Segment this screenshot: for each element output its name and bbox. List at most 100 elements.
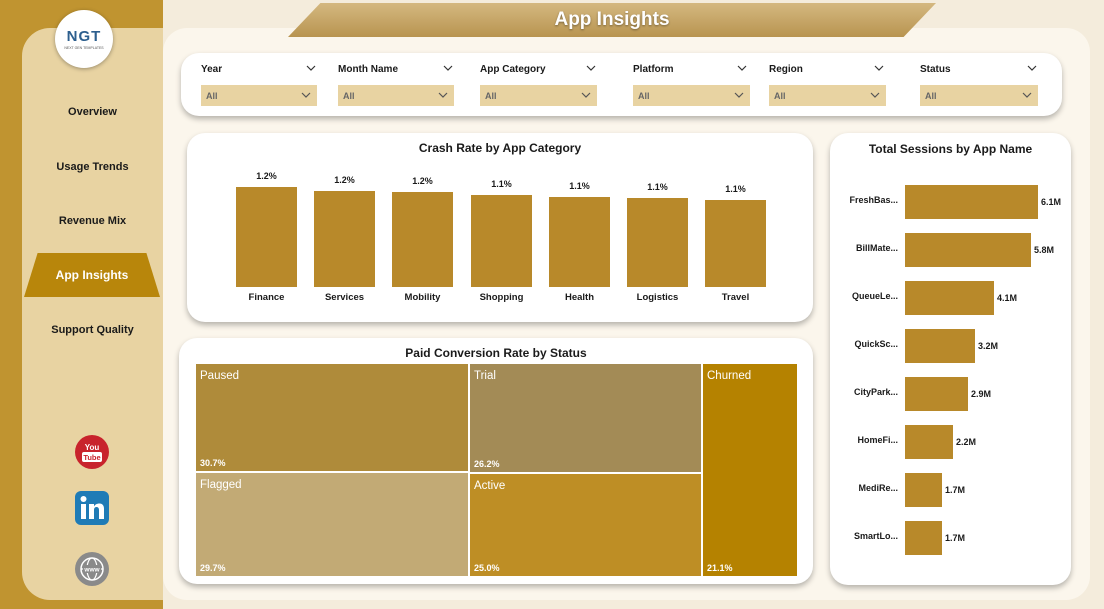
chevron-down-icon[interactable] bbox=[874, 63, 884, 73]
category-label: Finance bbox=[248, 292, 285, 303]
category-label: MediRe... bbox=[858, 483, 898, 493]
crash-rate-card: Crash Rate by App Category 1.2% Finance 1.… bbox=[187, 133, 813, 322]
bar-row[interactable]: BillMate... 5.8M bbox=[830, 233, 1070, 267]
filter-label: Platform bbox=[633, 64, 674, 75]
tile-value: 21.1% bbox=[707, 563, 733, 573]
tile-value: 29.7% bbox=[200, 563, 226, 573]
bar-column[interactable]: 1.1% Shopping bbox=[471, 133, 532, 313]
filter-dropdown[interactable]: All bbox=[633, 85, 750, 106]
category-label: SmartLo... bbox=[853, 531, 898, 541]
nav-item-label: App Insights bbox=[55, 268, 129, 282]
data-label: 1.7M bbox=[945, 485, 966, 495]
chevron-down-icon bbox=[734, 92, 744, 98]
bar[interactable] bbox=[705, 200, 766, 287]
nav-item-support-quality[interactable]: Support Quality bbox=[22, 308, 163, 352]
filter-label: Month Name bbox=[338, 64, 398, 75]
nav-item-label: Revenue Mix bbox=[58, 215, 127, 227]
tile-value: 25.0% bbox=[474, 563, 500, 573]
filter-dropdown[interactable]: All bbox=[769, 85, 886, 106]
filter-value: All bbox=[485, 91, 497, 101]
bar[interactable] bbox=[392, 192, 453, 287]
linkedin-icon[interactable] bbox=[74, 490, 110, 526]
data-label: 1.2% bbox=[334, 175, 355, 185]
chevron-down-icon[interactable] bbox=[306, 63, 316, 73]
filter-value: All bbox=[343, 91, 355, 101]
svg-text:You: You bbox=[85, 443, 100, 452]
chevron-down-icon bbox=[438, 92, 448, 98]
filter-dropdown[interactable]: All bbox=[920, 85, 1038, 106]
bar-column[interactable]: 1.1% Travel bbox=[705, 133, 766, 313]
bar-row[interactable]: HomeFi... 2.2M bbox=[830, 425, 1070, 459]
category-label: Logistics bbox=[636, 292, 679, 303]
bar[interactable] bbox=[314, 191, 375, 287]
tile-name: Trial bbox=[474, 370, 496, 382]
nav-item-app-insights[interactable]: App Insights bbox=[24, 253, 160, 297]
filter-label: Status bbox=[920, 64, 951, 75]
data-label: 3.2M bbox=[978, 341, 999, 351]
globe-icon[interactable]: www bbox=[74, 551, 110, 587]
bar-column[interactable]: 1.1% Logistics bbox=[627, 133, 688, 313]
data-label: 2.9M bbox=[971, 389, 992, 399]
treemap-tile-flagged[interactable]: Flagged 29.7% bbox=[196, 473, 468, 576]
bar-column[interactable]: 1.2% Services bbox=[314, 133, 375, 313]
brand-logo[interactable]: NGT NEXT GEN TEMPLATES bbox=[55, 10, 113, 68]
bar[interactable] bbox=[905, 425, 953, 459]
bar-row[interactable]: QueueLe... 4.1M bbox=[830, 281, 1070, 315]
category-label: CityPark... bbox=[853, 387, 898, 397]
treemap-tile-churned[interactable]: Churned 21.1% bbox=[703, 364, 797, 576]
treemap-tile-paused[interactable]: Paused 30.7% bbox=[196, 364, 468, 471]
bar[interactable] bbox=[236, 187, 297, 287]
data-label: 5.8M bbox=[1034, 245, 1055, 255]
treemap-tile-active[interactable]: Active 25.0% bbox=[470, 474, 701, 576]
chevron-down-icon[interactable] bbox=[586, 63, 596, 73]
filter-dropdown[interactable]: All bbox=[201, 85, 317, 106]
bar[interactable] bbox=[471, 195, 532, 287]
bar-column[interactable]: 1.1% Health bbox=[549, 133, 610, 313]
filter-value: All bbox=[206, 91, 218, 101]
data-label: 1.1% bbox=[569, 181, 590, 191]
bar-column[interactable]: 1.2% Mobility bbox=[392, 133, 453, 313]
nav-item-label: Overview bbox=[68, 106, 117, 118]
chevron-down-icon[interactable] bbox=[737, 63, 747, 73]
category-label: Services bbox=[324, 292, 365, 303]
data-label: 1.7M bbox=[945, 533, 966, 543]
bar-row[interactable]: SmartLo... 1.7M bbox=[830, 521, 1070, 555]
bar[interactable] bbox=[549, 197, 610, 287]
filter-label: App Category bbox=[480, 64, 546, 75]
filter-value: All bbox=[638, 91, 650, 101]
filter-dropdown[interactable]: All bbox=[338, 85, 454, 106]
chevron-down-icon[interactable] bbox=[443, 63, 453, 73]
bar[interactable] bbox=[905, 185, 1038, 219]
web-label: www bbox=[83, 567, 100, 574]
bar[interactable] bbox=[627, 198, 688, 287]
category-label: QueueLe... bbox=[851, 291, 898, 301]
bar[interactable] bbox=[905, 329, 975, 363]
nav-item-revenue-mix[interactable]: Revenue Mix bbox=[22, 199, 163, 243]
nav-item-overview[interactable]: Overview bbox=[22, 90, 163, 134]
bar-column[interactable]: 1.2% Finance bbox=[236, 133, 297, 313]
treemap-tile-trial[interactable]: Trial 26.2% bbox=[470, 364, 701, 472]
data-label: 1.2% bbox=[256, 171, 277, 181]
bar[interactable] bbox=[905, 521, 942, 555]
category-label: Health bbox=[564, 292, 595, 303]
bar[interactable] bbox=[905, 473, 942, 507]
filter-label: Year bbox=[201, 64, 223, 75]
chevron-down-icon[interactable] bbox=[1027, 63, 1037, 73]
youtube-icon[interactable]: You Tube bbox=[74, 434, 110, 470]
bar-row[interactable]: CityPark... 2.9M bbox=[830, 377, 1070, 411]
bar-row[interactable]: MediRe... 1.7M bbox=[830, 473, 1070, 507]
category-label: Shopping bbox=[479, 292, 524, 303]
bar-row[interactable]: FreshBas... 6.1M bbox=[830, 185, 1070, 219]
tile-name: Active bbox=[474, 480, 506, 492]
sessions-card: Total Sessions by App Name FreshBas... 6.… bbox=[830, 133, 1071, 585]
bar[interactable] bbox=[905, 233, 1031, 267]
chevron-down-icon bbox=[870, 92, 880, 98]
nav-item-usage-trends[interactable]: Usage Trends bbox=[22, 145, 163, 189]
filter-dropdown[interactable]: All bbox=[480, 85, 597, 106]
bar[interactable] bbox=[905, 377, 968, 411]
category-label: FreshBas... bbox=[849, 195, 898, 205]
filter-panel: Year All Month Name All App Category All… bbox=[181, 53, 1062, 116]
bar[interactable] bbox=[905, 281, 994, 315]
data-label: 6.1M bbox=[1041, 197, 1062, 207]
bar-row[interactable]: QuickSc... 3.2M bbox=[830, 329, 1070, 363]
